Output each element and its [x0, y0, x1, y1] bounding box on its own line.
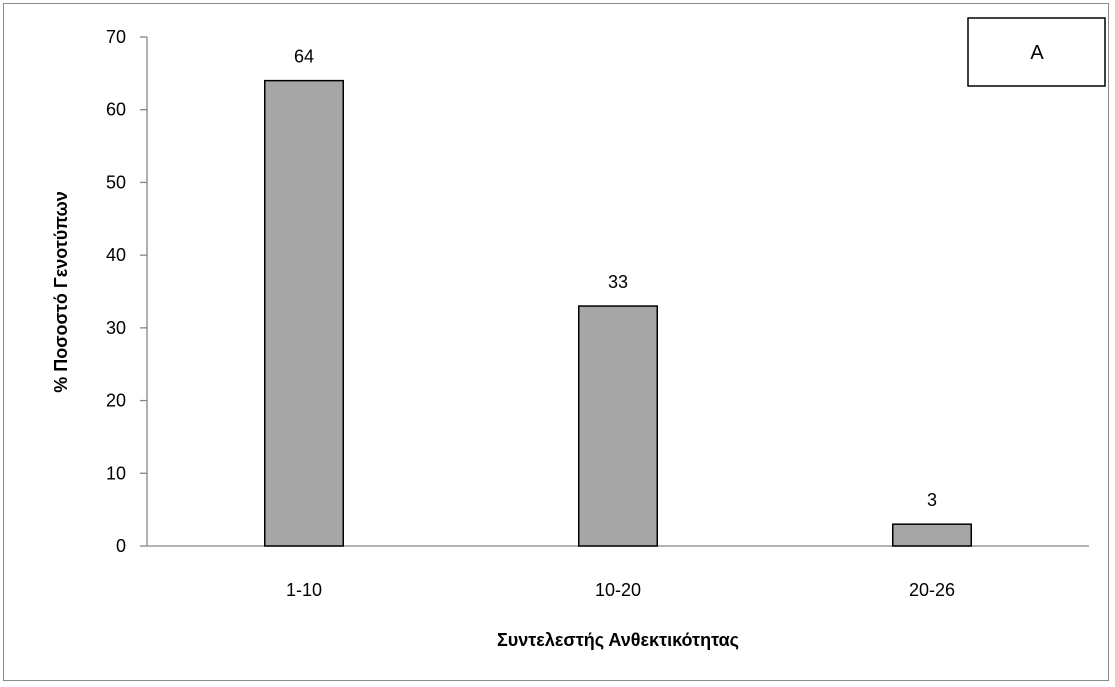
- bars: [264, 79, 972, 547]
- data-label: 64: [294, 47, 314, 67]
- y-tick-label: 60: [106, 100, 126, 120]
- data-label: 3: [927, 490, 937, 510]
- x-tick-label: 10-20: [595, 580, 641, 600]
- y-tick-label: 20: [106, 391, 126, 411]
- y-tick-label: 40: [106, 245, 126, 265]
- x-axis: 1-10 10-20 20-26: [147, 545, 1089, 600]
- y-tick-label: 10: [106, 463, 126, 483]
- y-tick-label: 50: [106, 172, 126, 192]
- panel-label-box: A: [967, 17, 1106, 87]
- data-label: 33: [608, 272, 628, 292]
- y-tick-label: 70: [106, 27, 126, 47]
- panel-label: A: [1030, 42, 1044, 64]
- x-tick-label: 1-10: [286, 580, 322, 600]
- x-axis-title: Συντελεστής Ανθεκτικότητας: [497, 630, 739, 650]
- bar-1-10: [264, 79, 344, 547]
- chart-area: [3, 3, 1109, 681]
- y-axis: 0 10 20 30 40 50 60 70: [106, 27, 148, 556]
- y-axis-title: % Ποσοστό Γενοτύπων: [51, 191, 71, 393]
- bar-10-20: [578, 305, 658, 547]
- y-tick-label: 0: [116, 536, 126, 556]
- bar-20-26: [892, 523, 972, 547]
- y-tick-label: 30: [106, 318, 126, 338]
- x-tick-label: 20-26: [909, 580, 955, 600]
